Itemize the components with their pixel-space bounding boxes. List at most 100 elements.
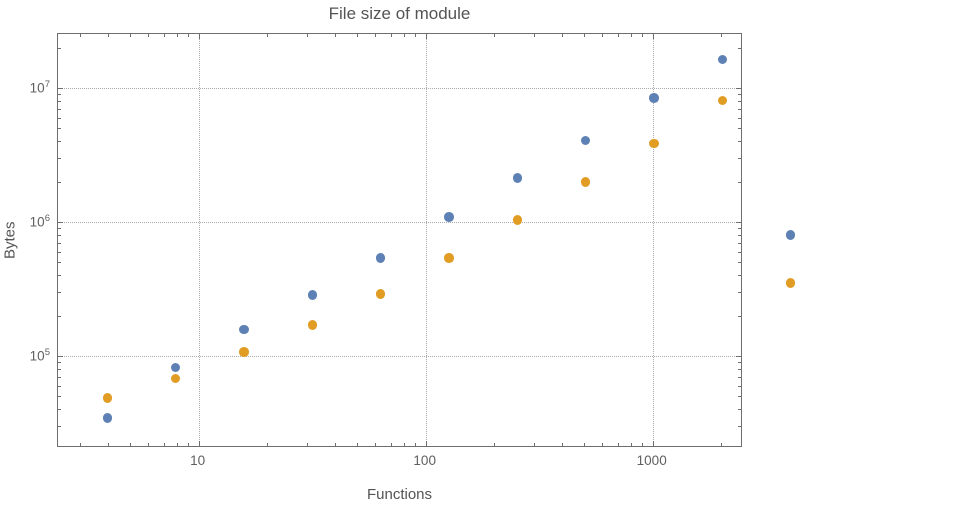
y-tick-label: 105 — [29, 346, 50, 364]
tick-mark — [58, 356, 63, 358]
tick-mark — [736, 88, 741, 90]
tick-mark — [738, 262, 741, 264]
x-axis-label: Functions — [366, 486, 433, 503]
tick-mark — [306, 443, 308, 446]
y-tick-label: 106 — [29, 212, 50, 230]
tick-mark — [738, 101, 741, 102]
tick-mark — [267, 34, 269, 37]
tick-mark — [738, 426, 741, 428]
x-gridline — [198, 34, 200, 446]
tick-mark — [58, 141, 61, 143]
tick-mark — [58, 181, 61, 183]
tick-mark — [652, 441, 654, 446]
tick-mark — [58, 292, 61, 294]
tick-mark — [738, 315, 741, 317]
tick-mark — [58, 235, 61, 237]
tick-mark — [602, 443, 604, 446]
y-gridline — [58, 222, 741, 223]
tick-mark — [403, 34, 405, 37]
tick-mark — [176, 443, 178, 446]
tick-mark — [738, 128, 741, 130]
plot-frame — [57, 33, 742, 447]
tick-mark — [58, 362, 61, 364]
tick-mark — [738, 376, 741, 378]
tick-mark — [738, 369, 741, 371]
tick-mark — [415, 443, 417, 446]
tick-mark — [176, 34, 178, 37]
tick-mark — [738, 385, 741, 387]
tick-mark — [390, 34, 392, 37]
tick-mark — [58, 385, 61, 387]
tick-mark — [642, 34, 644, 37]
tick-mark — [108, 34, 110, 37]
data-point-blue — [785, 230, 796, 240]
tick-mark — [642, 443, 644, 446]
tick-mark — [357, 34, 359, 37]
tick-mark — [738, 47, 741, 49]
tick-mark — [148, 443, 150, 446]
tick-mark — [79, 34, 81, 37]
tick-mark — [533, 34, 535, 37]
tick-mark — [652, 34, 654, 39]
tick-mark — [58, 222, 63, 224]
tick-mark — [58, 251, 61, 253]
tick-mark — [58, 117, 61, 119]
tick-mark — [738, 362, 741, 364]
tick-mark — [58, 409, 61, 411]
tick-mark — [130, 443, 132, 446]
x-gridline — [425, 34, 427, 446]
tick-mark — [738, 228, 741, 230]
tick-mark — [58, 101, 61, 102]
tick-mark — [721, 443, 722, 446]
tick-mark — [736, 356, 741, 358]
tick-mark — [188, 34, 190, 37]
y-tick-label: 107 — [29, 78, 50, 96]
tick-mark — [188, 443, 190, 446]
tick-mark — [738, 396, 741, 398]
tick-mark — [58, 396, 61, 398]
tick-mark — [738, 94, 741, 96]
tick-mark — [738, 141, 741, 143]
tick-mark — [375, 34, 377, 37]
tick-mark — [163, 34, 165, 37]
tick-mark — [584, 34, 586, 37]
tick-mark — [267, 443, 269, 446]
tick-mark — [738, 117, 741, 119]
tick-mark — [335, 443, 337, 446]
tick-mark — [58, 426, 61, 428]
tick-mark — [738, 181, 741, 183]
tick-mark — [425, 34, 427, 39]
tick-mark — [58, 94, 61, 96]
tick-mark — [58, 108, 61, 110]
tick-mark — [425, 441, 427, 446]
tick-mark — [163, 443, 165, 446]
tick-mark — [58, 369, 61, 371]
tick-mark — [198, 34, 200, 39]
tick-mark — [357, 443, 359, 446]
tick-mark — [306, 34, 308, 37]
tick-mark — [58, 88, 63, 90]
tick-mark — [736, 222, 741, 224]
tick-mark — [533, 443, 535, 446]
x-tick-label: 10 — [190, 453, 206, 468]
tick-mark — [58, 47, 61, 49]
tick-mark — [721, 34, 722, 37]
tick-mark — [335, 34, 337, 37]
tick-mark — [58, 242, 61, 244]
y-gridline — [58, 88, 741, 89]
tick-mark — [390, 443, 392, 446]
data-point-orange — [785, 278, 796, 288]
x-tick-label: 100 — [413, 453, 436, 468]
tick-mark — [584, 443, 586, 446]
tick-mark — [130, 34, 132, 37]
tick-mark — [415, 34, 417, 37]
tick-mark — [738, 108, 741, 110]
tick-mark — [562, 34, 564, 37]
tick-mark — [375, 443, 377, 446]
tick-mark — [58, 158, 61, 160]
tick-mark — [738, 275, 741, 277]
tick-mark — [58, 275, 61, 277]
tick-mark — [58, 315, 61, 317]
tick-mark — [617, 443, 619, 446]
